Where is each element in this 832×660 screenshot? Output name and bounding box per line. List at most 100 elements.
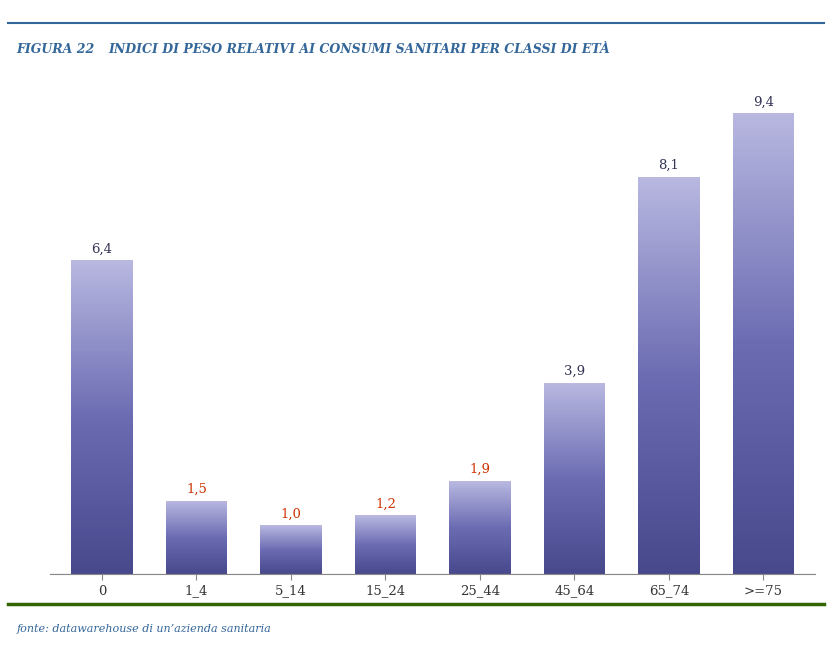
Bar — [72, 449, 132, 450]
Bar — [72, 312, 132, 314]
Bar — [733, 168, 794, 171]
Bar — [543, 417, 605, 418]
Bar — [733, 367, 794, 369]
Bar — [543, 561, 605, 562]
Bar — [543, 553, 605, 554]
Bar — [733, 431, 794, 434]
Bar — [72, 436, 132, 438]
Bar — [543, 511, 605, 512]
Bar — [733, 321, 794, 323]
Bar — [543, 399, 605, 400]
Bar — [72, 270, 132, 271]
Bar — [72, 331, 132, 333]
Bar — [72, 529, 132, 530]
Bar — [72, 510, 132, 512]
Bar — [638, 566, 700, 568]
Bar — [733, 210, 794, 213]
Bar — [72, 527, 132, 529]
Bar — [638, 312, 700, 314]
Bar — [72, 384, 132, 386]
Bar — [638, 560, 700, 562]
Bar — [733, 277, 794, 279]
Bar — [638, 537, 700, 539]
Bar — [733, 203, 794, 205]
Bar — [638, 258, 700, 261]
Bar — [543, 465, 605, 466]
Text: 1,0: 1,0 — [280, 508, 301, 520]
Bar — [638, 214, 700, 216]
Bar — [72, 522, 132, 524]
Bar — [543, 483, 605, 484]
Bar — [638, 548, 700, 550]
Bar — [733, 173, 794, 176]
Bar — [733, 452, 794, 454]
Bar — [72, 309, 132, 311]
Bar — [72, 533, 132, 535]
Bar — [733, 327, 794, 330]
Bar — [733, 199, 794, 201]
Bar — [638, 294, 700, 296]
Bar — [638, 387, 700, 389]
Bar — [543, 436, 605, 438]
Bar — [638, 211, 700, 213]
Bar — [72, 381, 132, 383]
Bar — [543, 423, 605, 424]
Bar — [733, 208, 794, 210]
Bar — [733, 486, 794, 489]
Bar — [543, 494, 605, 495]
Bar — [733, 558, 794, 560]
Text: 8,1: 8,1 — [658, 159, 679, 172]
Bar — [638, 374, 700, 376]
Bar — [733, 118, 794, 120]
Bar — [638, 324, 700, 326]
Bar — [638, 356, 700, 358]
Bar — [733, 480, 794, 482]
Bar — [733, 129, 794, 132]
Bar — [72, 417, 132, 419]
Bar — [543, 464, 605, 465]
Bar — [733, 304, 794, 307]
Bar — [638, 490, 700, 493]
Bar — [543, 512, 605, 513]
Bar — [72, 432, 132, 433]
Bar — [733, 196, 794, 199]
Bar — [733, 152, 794, 155]
Bar — [72, 459, 132, 461]
Bar — [543, 500, 605, 502]
Bar — [733, 447, 794, 449]
Bar — [638, 439, 700, 441]
Bar — [543, 527, 605, 528]
Bar — [638, 480, 700, 483]
Bar — [72, 570, 132, 571]
Bar — [733, 150, 794, 152]
Bar — [733, 335, 794, 337]
Bar — [543, 398, 605, 399]
Bar — [543, 415, 605, 416]
Bar — [733, 263, 794, 265]
Bar — [72, 310, 132, 312]
Bar — [543, 546, 605, 547]
Bar — [72, 416, 132, 417]
Bar — [733, 420, 794, 422]
Bar — [733, 505, 794, 508]
Bar — [72, 376, 132, 378]
Bar — [638, 205, 700, 207]
Bar — [543, 531, 605, 532]
Bar — [543, 434, 605, 436]
Bar — [72, 566, 132, 568]
Bar — [543, 412, 605, 414]
Bar — [72, 306, 132, 308]
Bar — [72, 480, 132, 482]
Bar — [543, 488, 605, 489]
Bar — [543, 502, 605, 504]
Bar — [543, 385, 605, 386]
Bar — [733, 475, 794, 477]
Bar — [638, 558, 700, 560]
Text: 9,4: 9,4 — [753, 96, 774, 108]
Bar — [733, 226, 794, 228]
Bar — [733, 213, 794, 214]
Bar — [72, 547, 132, 549]
Bar — [543, 404, 605, 405]
Bar — [543, 474, 605, 475]
Bar — [638, 368, 700, 370]
